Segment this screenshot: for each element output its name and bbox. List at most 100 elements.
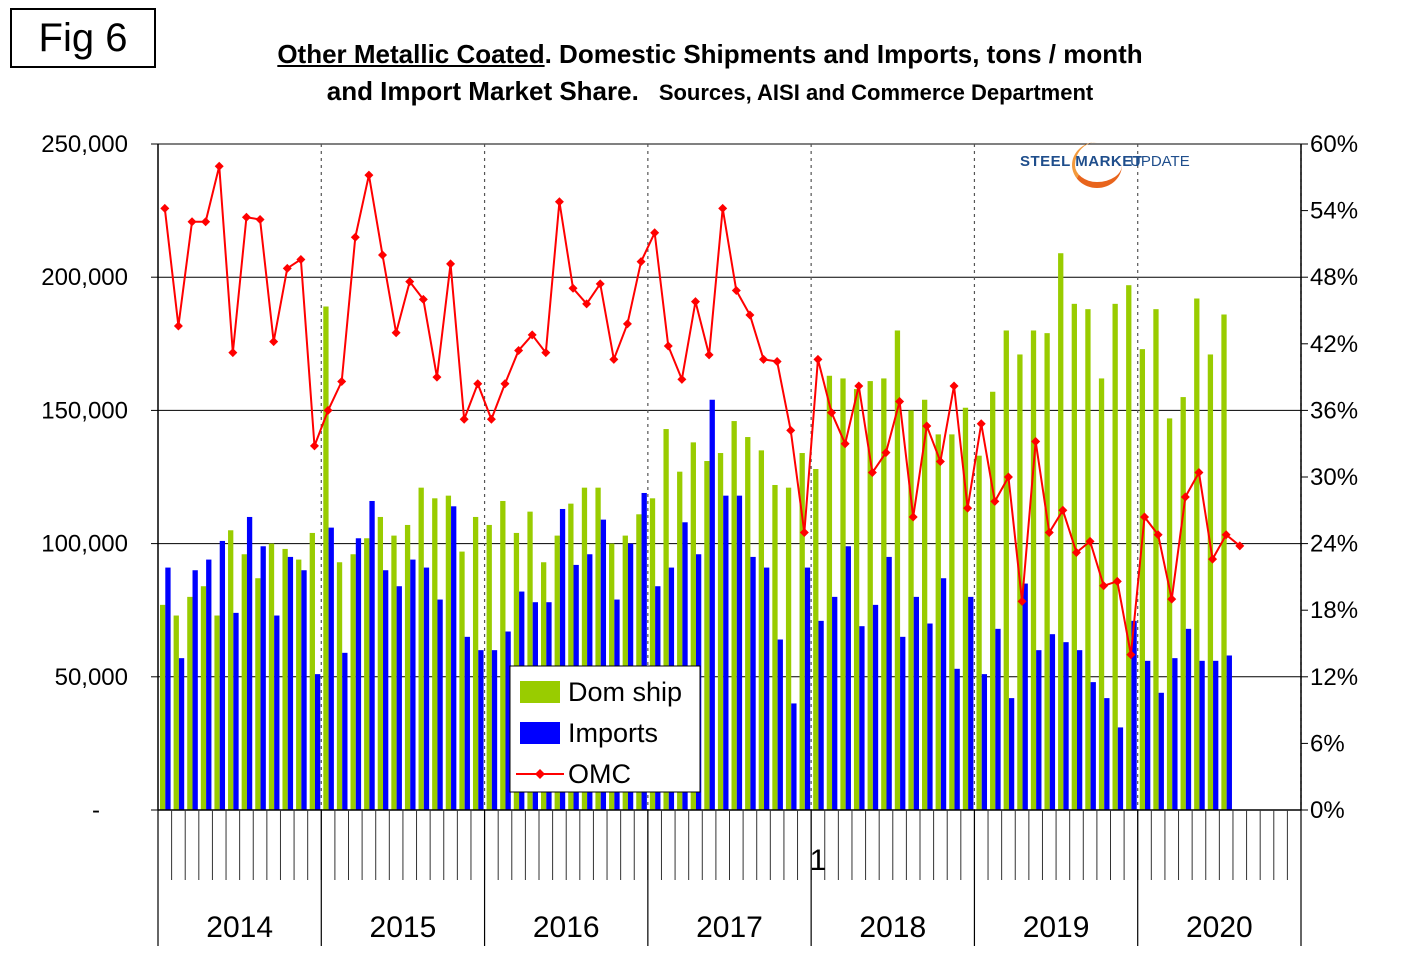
omc-marker: [255, 214, 265, 224]
bar-dom-ship: [255, 578, 261, 810]
right-tick-label: 54%: [1310, 198, 1358, 225]
bar-imports: [750, 556, 756, 810]
chart-title: Other Metallic Coated. Domestic Shipment…: [160, 36, 1260, 111]
bar-dom-ship: [976, 455, 982, 810]
omc-marker: [881, 448, 891, 458]
right-tick-label: 12%: [1310, 664, 1358, 691]
bar-dom-ship: [731, 421, 737, 810]
omc-marker: [990, 496, 1000, 506]
omc-marker: [1194, 468, 1204, 478]
bar-imports: [1076, 650, 1083, 810]
omc-marker: [337, 377, 347, 387]
bar-imports: [954, 668, 960, 810]
bar-imports: [723, 495, 729, 810]
omc-marker: [282, 263, 292, 273]
bar-imports: [369, 500, 375, 810]
omc-marker: [1180, 492, 1190, 502]
bar-imports: [437, 599, 443, 810]
bar-dom-ship: [173, 615, 179, 810]
bar-dom-ship: [268, 543, 275, 810]
omc-marker: [500, 379, 510, 389]
bar-dom-ship: [636, 514, 642, 810]
omc-marker: [949, 381, 959, 391]
bar-imports: [804, 567, 811, 810]
logo-swoosh-icon: [1072, 142, 1122, 188]
bar-imports: [777, 639, 783, 810]
bar-dom-ship: [595, 487, 601, 810]
omc-marker: [827, 408, 837, 418]
omc-marker: [473, 379, 483, 389]
right-tick-label: 48%: [1310, 264, 1358, 291]
bar-dom-ship: [908, 410, 914, 810]
right-tick-label: 42%: [1310, 331, 1358, 358]
bar-dom-ship: [935, 434, 941, 810]
figure-label: Fig 6: [10, 8, 156, 68]
omc-marker: [432, 372, 442, 382]
omc-marker: [378, 250, 388, 260]
bar-dom-ship: [922, 399, 928, 810]
bar-imports: [736, 495, 743, 810]
legend-label: Dom ship: [568, 677, 682, 707]
bar-dom-ship: [581, 487, 588, 810]
bar-imports: [1185, 628, 1192, 810]
right-tick-label: 60%: [1310, 131, 1358, 158]
stray-axis-label: 1: [810, 844, 827, 877]
omc-marker: [486, 414, 496, 424]
omc-marker: [840, 439, 850, 449]
bar-imports: [423, 567, 430, 810]
omc-marker: [405, 277, 415, 287]
legend-swatch-omc-marker: [535, 769, 545, 779]
bar-imports: [165, 567, 171, 810]
bar-dom-ship: [214, 615, 220, 810]
logo-text-light: UPDATE: [1130, 153, 1190, 170]
bar-dom-ship: [228, 530, 234, 810]
title-line-2-text: and Import Market Share.: [326, 76, 639, 106]
year-label: 2014: [206, 911, 273, 944]
omc-marker: [922, 421, 932, 431]
bar-dom-ship: [404, 524, 411, 810]
bar-imports: [995, 628, 1001, 810]
omc-marker: [1221, 530, 1231, 540]
bar-imports: [301, 570, 307, 810]
omc-marker: [663, 341, 673, 351]
omc-marker: [690, 297, 700, 307]
omc-marker: [799, 528, 809, 537]
bar-dom-ship: [758, 450, 765, 810]
bar-imports: [832, 596, 838, 810]
bar-imports: [464, 636, 470, 810]
left-tick-label: 200,000: [41, 264, 128, 291]
omc-marker: [160, 203, 170, 213]
bar-imports: [206, 559, 212, 810]
bar-imports: [1090, 682, 1096, 810]
bar-dom-ship: [853, 389, 860, 810]
omc-marker: [935, 456, 945, 466]
bar-dom-ship: [200, 586, 207, 810]
legend-swatch-imports: [520, 722, 560, 744]
bar-dom-ship: [867, 381, 873, 810]
bar-dom-ship: [1098, 378, 1105, 810]
omc-marker: [1031, 436, 1041, 446]
bar-dom-ship: [472, 516, 479, 810]
bar-imports: [764, 567, 770, 810]
bar-imports: [505, 631, 511, 810]
omc-line: [163, 165, 1241, 655]
omc-marker: [908, 512, 918, 522]
omc-marker: [867, 468, 877, 478]
year-label: 2015: [370, 911, 437, 944]
bar-dom-ship: [717, 453, 724, 810]
bar-imports: [927, 623, 933, 810]
bar-dom-ship: [1085, 309, 1091, 810]
steel-market-update-logo: STEEL MARKET UPDATE: [1010, 138, 1240, 194]
title-underlined: Other Metallic Coated: [277, 39, 545, 69]
omc-marker: [173, 321, 183, 331]
bar-dom-ship: [336, 562, 343, 810]
title-line-2: and Import Market Share. Sources, AISI an…: [160, 73, 1260, 111]
omc-marker: [595, 279, 605, 289]
bar-dom-ship: [677, 471, 683, 810]
bar-imports: [1063, 642, 1069, 810]
bar-dom-ship: [649, 498, 656, 810]
bar-imports: [968, 596, 974, 810]
bar-dom-ship: [1221, 314, 1227, 810]
omc-marker: [214, 161, 224, 171]
